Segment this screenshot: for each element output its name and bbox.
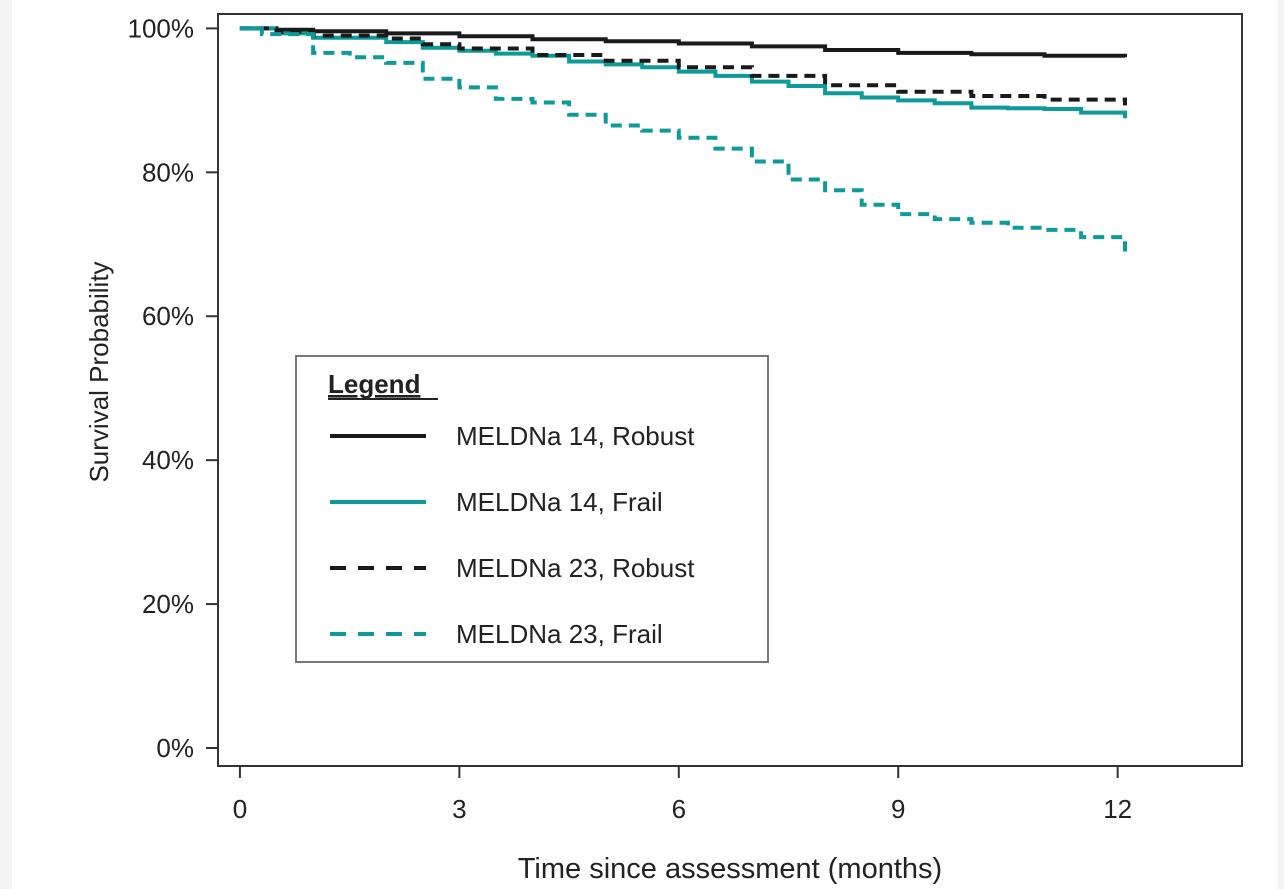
survival-chart: 0% 20% 40% 60% 80% 100% 0 3 6 9 12 Legend MELDNa 14… xyxy=(84,13,1243,885)
legend-box xyxy=(295,355,769,663)
y-tick-label: 20% xyxy=(142,589,194,619)
x-tick-label: 3 xyxy=(452,794,466,824)
series-line-1 xyxy=(239,26,1127,58)
x-tick-label: 0 xyxy=(233,794,247,824)
x-tick-label: 9 xyxy=(891,794,905,824)
y-tick-label: 40% xyxy=(142,445,194,475)
x-tick-label: 6 xyxy=(672,794,686,824)
series-line-3 xyxy=(239,26,1127,106)
legend-label-4: MELDNa 23, Frail xyxy=(456,619,663,649)
y-axis-label: Survival Probability xyxy=(84,261,114,482)
x-tick-label: 12 xyxy=(1103,794,1132,824)
y-tick-label: 100% xyxy=(128,13,195,43)
series-layer xyxy=(239,26,1127,252)
legend-label-2: MELDNa 14, Frail xyxy=(456,487,663,517)
plot-frame xyxy=(217,13,1243,767)
y-tick-label: 0% xyxy=(156,733,194,763)
y-tick-label: 60% xyxy=(142,301,194,331)
x-axis-label: Time since assessment (months) xyxy=(518,853,942,885)
chart-canvas: 0% 20% 40% 60% 80% 100% 0 3 6 9 12 Legend MELDNa 14… xyxy=(12,0,1278,889)
legend-title: Legend xyxy=(328,369,420,399)
axes-layer: 0% 20% 40% 60% 80% 100% 0 3 6 9 12 xyxy=(128,13,1243,824)
legend: Legend MELDNa 14, Robust MELDNa 14, Frail M… xyxy=(295,355,769,663)
series-line-4 xyxy=(239,26,1127,252)
legend-label-3: MELDNa 23, Robust xyxy=(456,553,695,583)
y-tick-label: 80% xyxy=(142,157,194,187)
axis-labels: Time since assessment (months) Survival … xyxy=(84,261,942,885)
legend-label-1: MELDNa 14, Robust xyxy=(456,421,695,451)
